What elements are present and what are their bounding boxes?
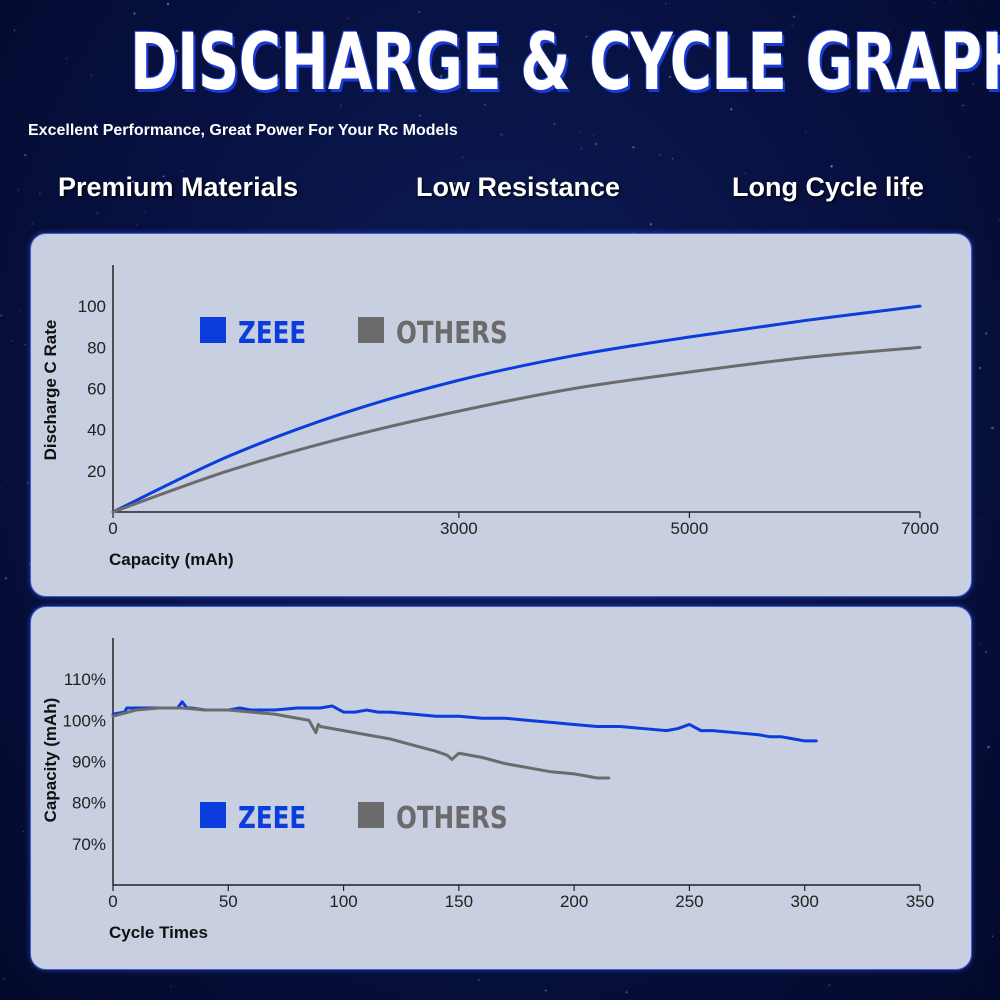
x-tick-label: 150 (445, 892, 473, 911)
page-title: DISCHARGE & CYCLE GRAPH (130, 18, 1000, 108)
legend-label-zeee: ZEEE (238, 317, 306, 351)
page-subtitle: Excellent Performance, Great Power For Y… (28, 122, 458, 139)
feature-premium-materials: Premium Materials (58, 172, 299, 202)
legend-label-others: OTHERS (396, 802, 508, 836)
y-tick-label: 100 (78, 297, 106, 316)
y-tick-label: 20 (87, 462, 106, 481)
y-tick-label: 100% (63, 711, 106, 730)
feature-long-cycle-life: Long Cycle life (732, 172, 925, 202)
legend-swatch-zeee (200, 802, 226, 828)
x-tick-label: 5000 (671, 519, 709, 538)
legend-swatch-others (358, 802, 384, 828)
y-axis-title: Capacity (mAh) (41, 698, 60, 823)
feature-low-resistance: Low Resistance (416, 172, 621, 202)
y-tick-label: 80% (72, 794, 106, 813)
x-tick-label: 0 (108, 892, 117, 911)
legend-swatch-zeee (200, 317, 226, 343)
legend-label-zeee: ZEEE (238, 802, 306, 836)
x-tick-label: 200 (560, 892, 588, 911)
series-line-zeee (111, 700, 818, 743)
series-line-others (111, 706, 611, 780)
x-tick-label: 350 (906, 892, 934, 911)
legend-label-others: OTHERS (396, 317, 508, 351)
cycle-chart-panel (30, 606, 972, 970)
x-tick-label: 300 (791, 892, 819, 911)
legend-swatch-others (358, 317, 384, 343)
y-tick-label: 40 (87, 421, 106, 440)
discharge-chart-panel (30, 233, 972, 597)
y-tick-label: 90% (72, 753, 106, 772)
series-line-zeee (111, 304, 922, 514)
y-tick-label: 60 (87, 380, 106, 399)
x-tick-label: 0 (108, 519, 117, 538)
x-axis-title: Cycle Times (109, 923, 208, 942)
y-axis-title: Discharge C Rate (41, 320, 60, 461)
x-tick-label: 50 (219, 892, 238, 911)
y-tick-label: 110% (64, 670, 106, 689)
x-tick-label: 7000 (901, 519, 939, 538)
x-axis-title: Capacity (mAh) (109, 550, 234, 569)
feature-list: Premium Materials Low Resistance Long Cy… (0, 172, 1000, 212)
x-tick-label: 3000 (440, 519, 478, 538)
x-tick-label: 100 (329, 892, 357, 911)
y-tick-label: 80 (87, 338, 106, 357)
y-tick-label: 70% (72, 835, 106, 854)
x-tick-label: 250 (675, 892, 703, 911)
series-line-others (111, 345, 922, 514)
